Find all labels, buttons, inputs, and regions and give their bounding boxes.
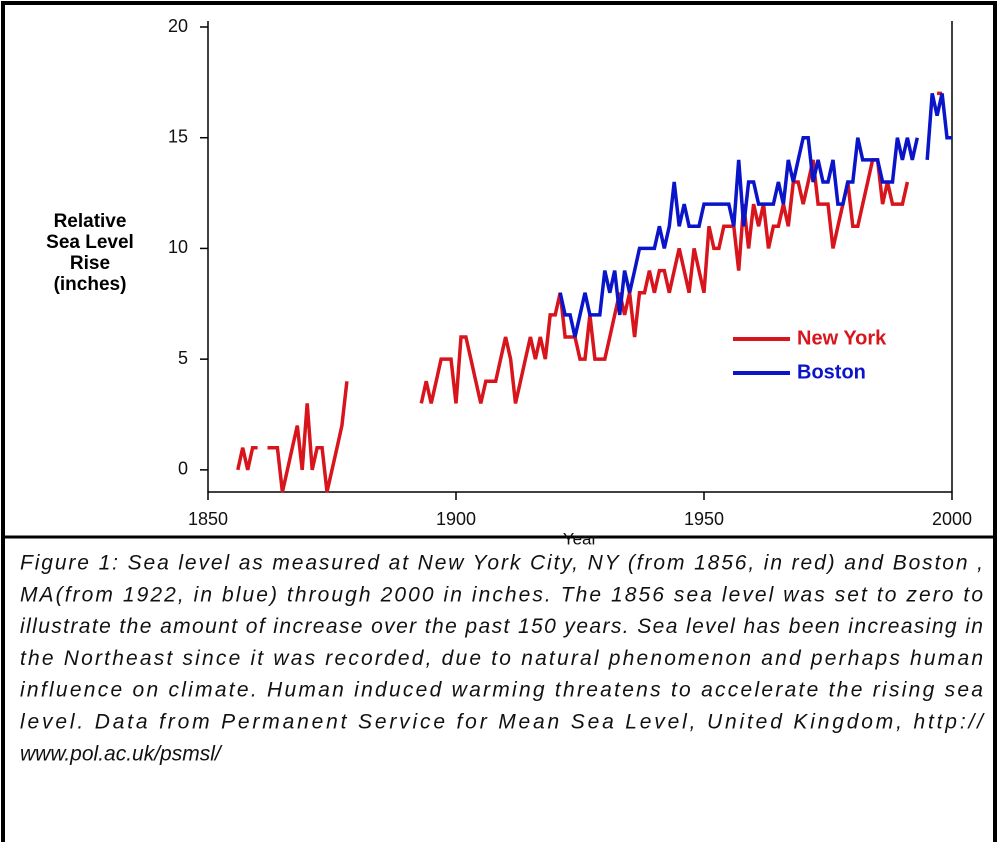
y-tick-label: 5 [178,348,188,368]
y-axis-title: (inches) [54,274,127,295]
y-tick-label: 20 [168,16,188,36]
legend-label: New York [797,327,887,349]
caption-line: illustrate the amount of increase over t… [20,615,983,638]
legend-label: Boston [797,361,866,383]
y-tick-label: 10 [168,237,188,257]
caption-line: level. Data from Permanent Service for M… [20,711,985,734]
x-axis-title: Year [563,529,598,548]
y-axis-title: Relative [54,211,127,232]
series-line [558,93,952,338]
x-tick-label: 2000 [932,509,972,529]
caption-line: Figure 1: Sea level as measured at New Y… [20,552,983,575]
axis-frame [207,21,953,493]
y-axis-title: Rise [70,253,110,274]
y-axis-title: Sea Level [46,232,134,253]
y-tick-label: 15 [168,126,188,146]
x-tick-label: 1950 [684,509,724,529]
series-line [236,91,943,493]
caption-line: influence on climate. Human induced warm… [20,679,983,702]
caption-line: MA(from 1922, in blue) through 2000 in i… [20,583,983,606]
caption-line: the Northeast since it was recorded, due… [20,647,983,670]
y-tick-label: 0 [178,459,188,479]
x-tick-label: 1900 [436,509,476,529]
caption-line: www.pol.ac.uk/psmsl/ [20,742,223,765]
x-tick-label: 1850 [188,509,228,529]
